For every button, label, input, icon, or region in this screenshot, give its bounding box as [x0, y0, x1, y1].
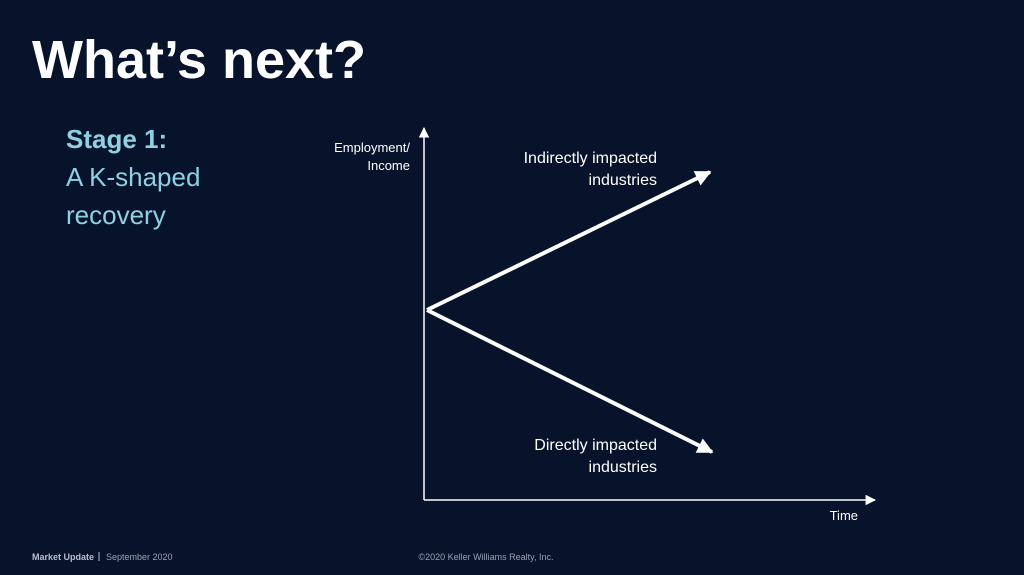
x-axis-label: Time — [830, 508, 858, 523]
footer-copyright: ©2020 Keller Williams Realty, Inc. — [418, 552, 553, 562]
footer-date: September 2020 — [106, 552, 173, 562]
upper-branch-label: Indirectly impacted — [524, 150, 657, 167]
lower-branch-label: Directly impacted — [534, 437, 657, 454]
y-axis-label: Employment/ — [334, 140, 410, 155]
lower-branch-label: industries — [589, 459, 657, 476]
stage-text: A K-shaped — [66, 162, 200, 192]
upper-branch-label: industries — [589, 172, 657, 189]
lower-branch-arrow — [426, 308, 714, 454]
upper-branch-arrow — [426, 170, 712, 312]
footer-section: Market Update — [32, 552, 94, 562]
y-axis-label: Income — [367, 158, 410, 173]
slide-title: What’s next? — [32, 30, 366, 90]
stage-text: recovery — [66, 200, 166, 230]
stage-label: Stage 1: — [66, 124, 167, 154]
